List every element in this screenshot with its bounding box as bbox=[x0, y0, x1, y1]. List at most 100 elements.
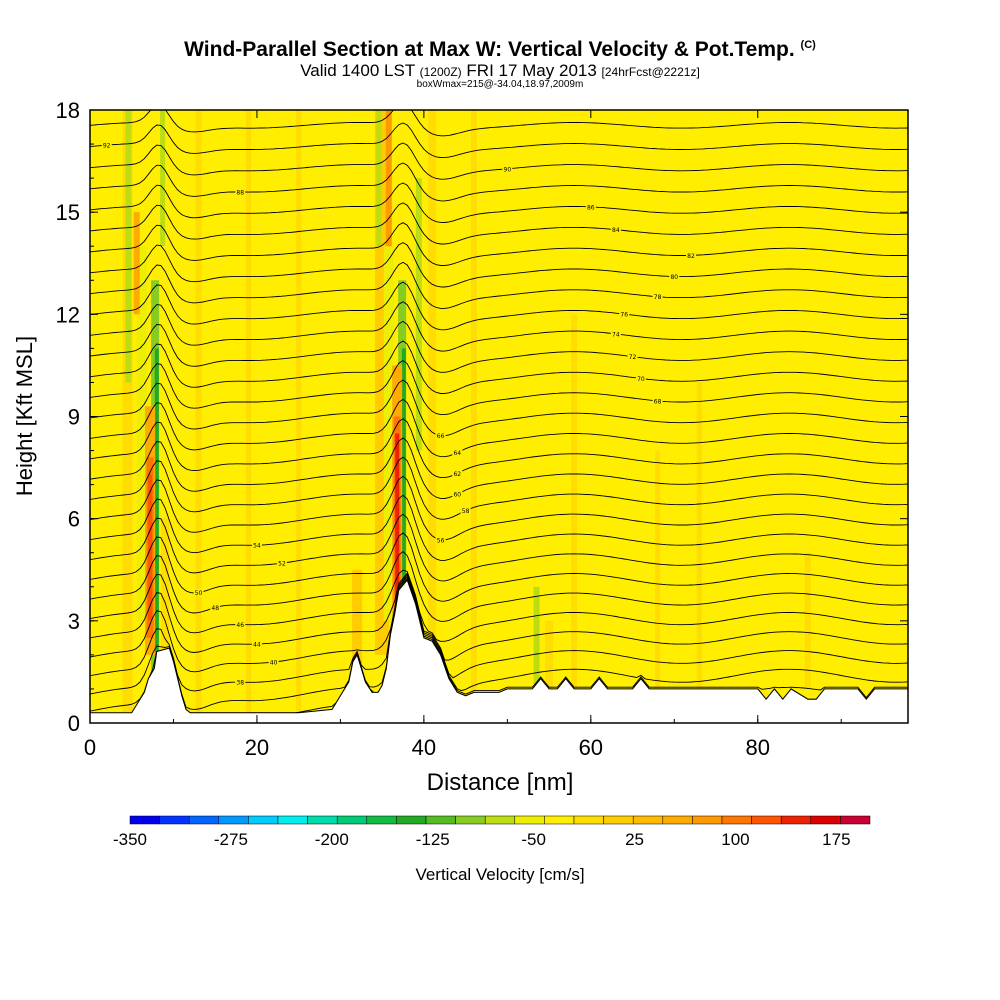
colorbar: -350 -275 -200 -125 -50 25 100 175 bbox=[113, 815, 871, 849]
velocity-band bbox=[133, 212, 140, 315]
contour-label: 88 bbox=[236, 190, 244, 197]
colorbar-swatch bbox=[840, 815, 871, 825]
terrain bbox=[90, 578, 908, 723]
contour-label-bg bbox=[452, 490, 463, 498]
contour-label-bg bbox=[210, 604, 221, 612]
colorbar-swatch bbox=[810, 815, 841, 825]
velocity-band bbox=[470, 110, 477, 706]
theta-contour bbox=[90, 320, 908, 373]
theta-contour bbox=[90, 575, 908, 692]
contour-label: 76 bbox=[620, 312, 628, 319]
contour-label: 48 bbox=[211, 605, 219, 612]
contour-label-bg bbox=[610, 330, 621, 338]
contour-label-bg bbox=[452, 469, 463, 477]
theta-contour bbox=[90, 572, 908, 661]
velocity-band bbox=[428, 110, 437, 655]
velocity-band bbox=[804, 552, 811, 689]
colorbar-swatch bbox=[632, 815, 664, 825]
colorbar-swatch bbox=[662, 815, 693, 825]
contour-label: 58 bbox=[462, 508, 470, 515]
contour-label: 62 bbox=[453, 471, 461, 478]
theta-contour bbox=[90, 122, 908, 159]
theta-contour bbox=[90, 532, 908, 602]
x-axis-label: Distance [nm] bbox=[427, 769, 574, 796]
velocity-band bbox=[246, 110, 252, 713]
colorbar-label: Vertical Velocity [cm/s] bbox=[415, 865, 584, 884]
velocity-band bbox=[195, 110, 202, 713]
contour-label-bg bbox=[276, 559, 287, 567]
plot-area: 38 40 44 46 48 50 52 54 56 58 60 62 64 66 68 70 72 74 76 78… bbox=[90, 110, 908, 723]
colorbar-tick-label: -125 bbox=[416, 830, 450, 849]
theta-contour bbox=[90, 110, 908, 137]
contour-label: 74 bbox=[612, 331, 620, 338]
velocity-band bbox=[136, 246, 147, 621]
contour-label: 38 bbox=[236, 680, 244, 687]
velocity-band bbox=[161, 518, 170, 713]
contour-label: 78 bbox=[654, 294, 662, 301]
colorbar-swatch bbox=[455, 815, 486, 825]
theta-contour bbox=[90, 379, 908, 437]
contour-label: 84 bbox=[612, 227, 620, 234]
contour-label-bg bbox=[619, 310, 630, 318]
velocity-band bbox=[571, 314, 578, 689]
contour-label-bg bbox=[685, 251, 696, 259]
theta-contour bbox=[90, 340, 908, 394]
velocity-band bbox=[352, 569, 363, 689]
colorbar-tick-label: 175 bbox=[822, 830, 850, 849]
velocity-band bbox=[160, 110, 166, 247]
y-tick-label: 6 bbox=[68, 507, 80, 532]
colorbar-swatch bbox=[248, 815, 279, 825]
contour-label: 86 bbox=[587, 204, 595, 211]
colorbar-swatch bbox=[307, 815, 338, 825]
velocity-band bbox=[545, 620, 554, 689]
theta-contour bbox=[90, 281, 908, 331]
colorbar-swatch bbox=[277, 815, 308, 825]
velocity-band bbox=[655, 450, 661, 689]
contour-label-bg bbox=[502, 165, 513, 173]
velocity-band bbox=[415, 178, 422, 451]
theta-contour bbox=[90, 551, 908, 622]
chart-title: Wind-Parallel Section at Max W: Vertical… bbox=[0, 38, 1000, 62]
velocity-band bbox=[296, 110, 302, 713]
chart-box-info: boxWmax=215@-34.04,18.97,2009m bbox=[416, 79, 584, 90]
colorbar-swatch bbox=[751, 815, 782, 825]
contour-label: 46 bbox=[236, 622, 244, 629]
velocity-band bbox=[395, 433, 400, 621]
contour-label-bg bbox=[268, 658, 279, 666]
velocity-band bbox=[533, 586, 540, 689]
y-tick-label: 12 bbox=[56, 302, 80, 327]
contour-label: 54 bbox=[253, 543, 261, 550]
subtitle-utc: (1200Z) bbox=[419, 65, 462, 79]
colorbar-swatch bbox=[336, 815, 368, 825]
contour-label-bg bbox=[627, 353, 638, 361]
contour-label: 50 bbox=[195, 590, 203, 597]
theta-contour bbox=[90, 301, 908, 352]
velocity-band bbox=[148, 474, 153, 621]
subtitle-forecast: [24hrFcst@2221z] bbox=[601, 65, 700, 79]
colorbar-swatch bbox=[396, 815, 427, 825]
contour-label: 44 bbox=[253, 642, 261, 649]
theta-contour bbox=[90, 398, 908, 458]
colorbar-tick-label: 100 bbox=[721, 830, 749, 849]
x-tick-label: 20 bbox=[245, 735, 269, 760]
contour-labels: 38 40 44 46 48 50 52 54 56 58 60 62 64 66 68 70 72 74 76 78… bbox=[101, 141, 696, 687]
velocity-band bbox=[125, 110, 132, 383]
subtitle-valid: Valid 1400 LST bbox=[300, 61, 415, 80]
contour-label: 56 bbox=[437, 537, 445, 544]
theta-contour bbox=[90, 513, 908, 582]
contour-label-bg bbox=[251, 541, 262, 549]
contour-label: 80 bbox=[670, 274, 678, 281]
x-tick-label: 40 bbox=[412, 735, 436, 760]
chart-subtitle: Valid 1400 LST (1200Z) FRI 17 May 2013 [… bbox=[0, 61, 1000, 81]
theta-contour bbox=[90, 142, 908, 180]
colorbar-swatch bbox=[366, 815, 397, 825]
theta-contour bbox=[90, 494, 908, 561]
axes: 0 20 40 60 80 0 3 6 9 12 15 18 bbox=[56, 98, 908, 760]
contour-label: 72 bbox=[629, 354, 637, 361]
velocity-band bbox=[401, 348, 406, 655]
theta-contour bbox=[90, 569, 908, 642]
theta-contour bbox=[90, 360, 908, 416]
colorbar-swatch bbox=[425, 815, 456, 825]
contour-label-bg bbox=[652, 397, 663, 405]
